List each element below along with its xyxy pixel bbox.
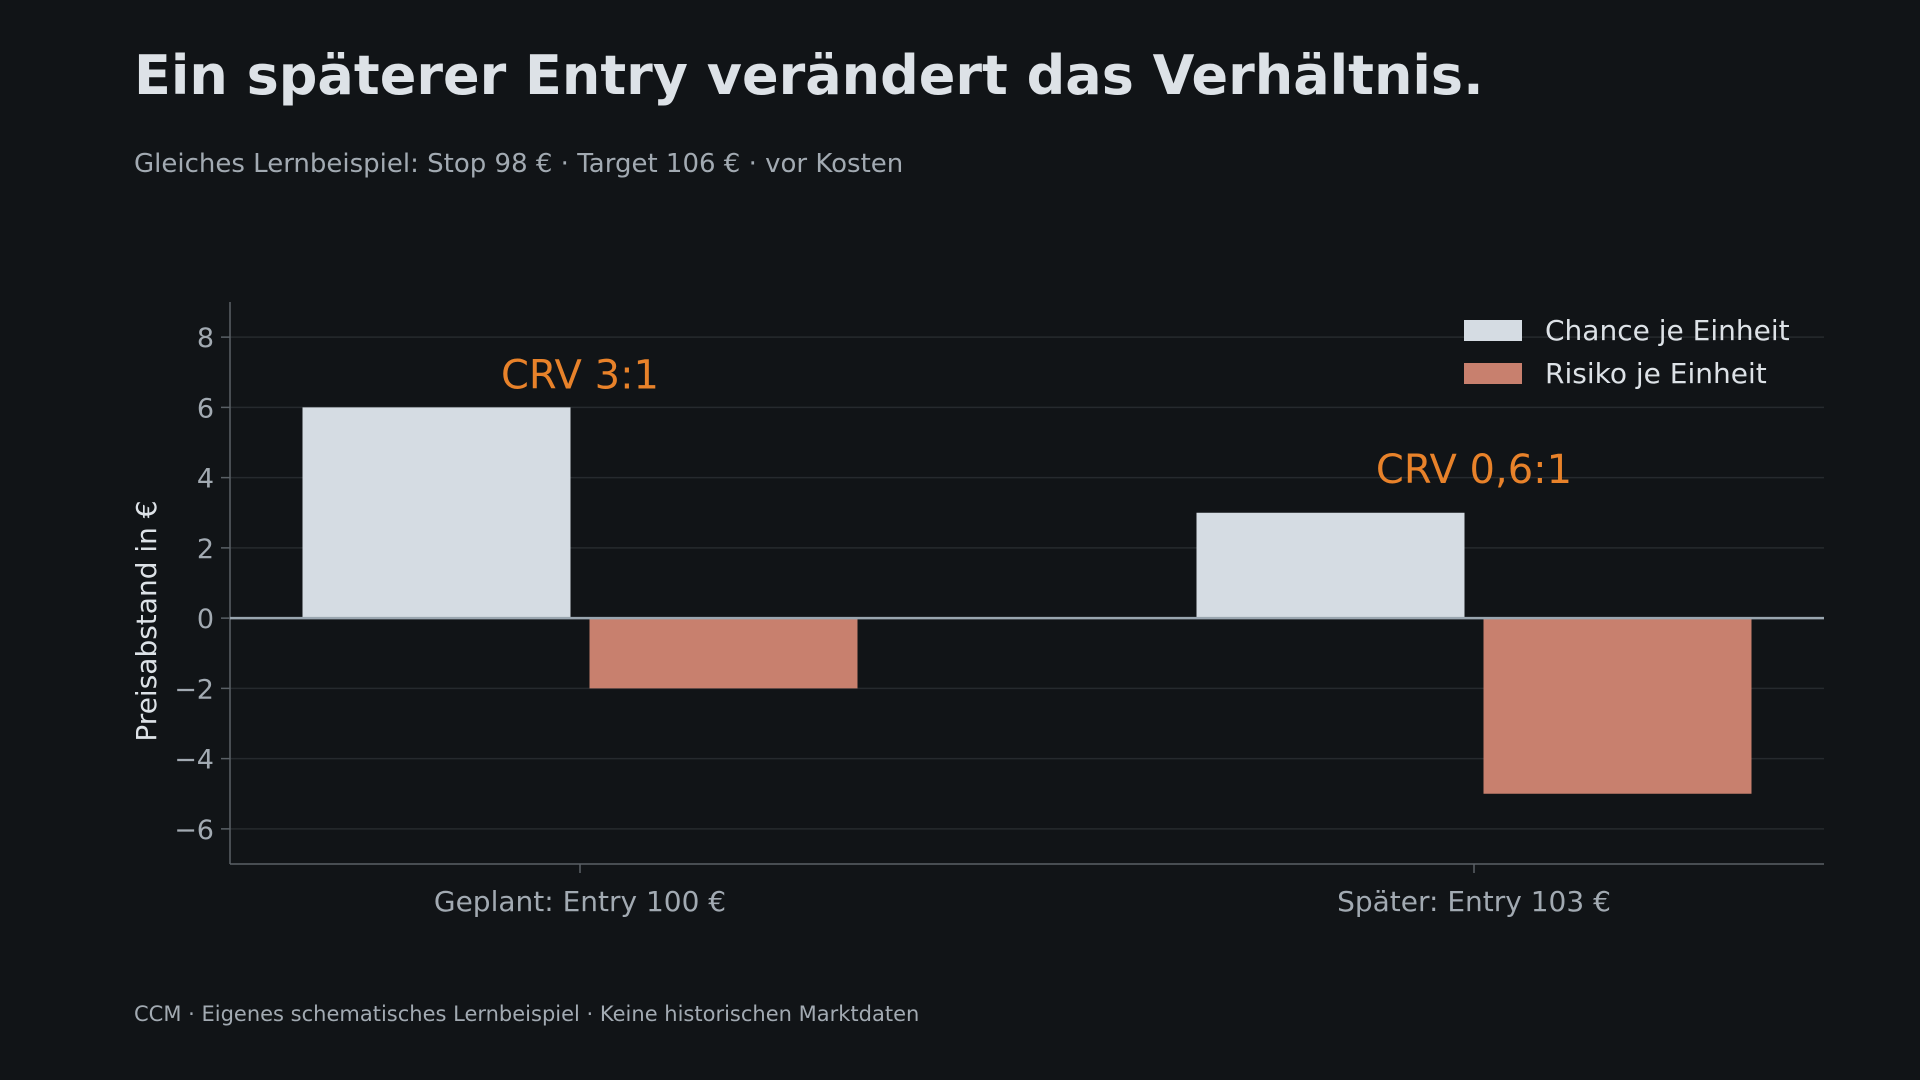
crv-annotation: CRV 0,6:1 — [1376, 447, 1572, 493]
axes — [221, 302, 1824, 873]
legend: Chance je Einheit Risiko je Einheit — [1464, 314, 1790, 390]
crv-annotation: CRV 3:1 — [501, 352, 659, 398]
bar-risk — [589, 618, 858, 689]
y-tick-label: 8 — [197, 323, 214, 354]
y-tick-label: −6 — [174, 815, 214, 846]
legend-swatch — [1464, 363, 1522, 384]
y-axis-label: Preisabstand in € — [130, 500, 163, 741]
x-category-label: Geplant: Entry 100 € — [434, 885, 726, 918]
annotations: CRV 3:1 CRV 0,6:1 — [501, 352, 1572, 493]
bar-chance — [1196, 512, 1465, 619]
axis-labels: 8 6 4 2 0 −2 −4 −6 Geplant: Entry 100 € Später: E… — [130, 323, 1611, 918]
x-category-label: Später: Entry 103 € — [1337, 885, 1611, 918]
y-tick-label: −4 — [174, 745, 214, 776]
y-tick-label: 2 — [197, 534, 214, 565]
legend-label: Risiko je Einheit — [1545, 357, 1767, 390]
y-tick-label: 6 — [197, 393, 214, 424]
bars — [302, 407, 1752, 794]
chart-title: Ein späterer Entry verändert das Verhält… — [134, 44, 1484, 107]
y-tick-label: 0 — [197, 604, 214, 635]
legend-swatch — [1464, 320, 1522, 341]
bar-risk — [1483, 618, 1752, 794]
chart-subtitle: Gleiches Lernbeispiel: Stop 98 € · Targe… — [134, 149, 904, 179]
y-tick-label: −2 — [174, 674, 214, 705]
bar-chance — [302, 407, 571, 619]
legend-label: Chance je Einheit — [1545, 314, 1790, 347]
footer-note: CCM · Eigenes schematisches Lernbeispiel… — [134, 1002, 920, 1026]
y-tick-label: 4 — [197, 464, 214, 495]
